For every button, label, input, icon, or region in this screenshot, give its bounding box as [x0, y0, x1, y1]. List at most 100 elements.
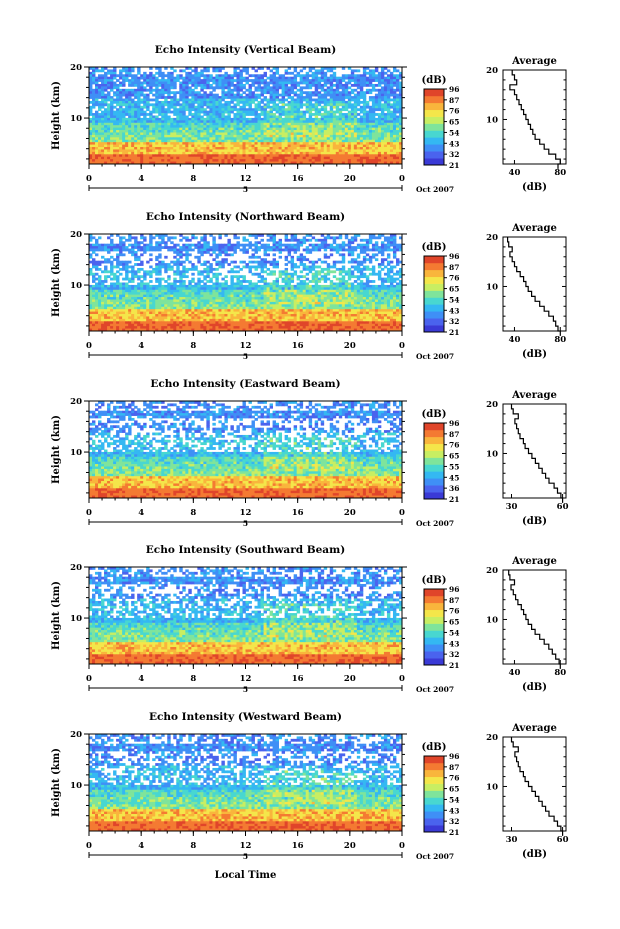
- heatmap-cell: [288, 103, 291, 106]
- heatmap-cell: [309, 116, 312, 119]
- heatmap-cell: [212, 108, 215, 111]
- heatmap-cell: [164, 159, 167, 162]
- heatmap-cell: [363, 145, 366, 148]
- heatmap-cell: [267, 239, 270, 242]
- heatmap-cell: [309, 130, 312, 133]
- heatmap-cell: [161, 140, 164, 143]
- heatmap-cell: [239, 89, 242, 92]
- heatmap-cell: [390, 280, 393, 283]
- heatmap-cell: [179, 154, 182, 157]
- heatmap-cell: [155, 258, 158, 261]
- colorbar-swatch: [424, 103, 444, 110]
- heatmap-cell: [390, 79, 393, 82]
- heatmap-cell: [336, 99, 339, 102]
- heatmap-cell: [173, 246, 176, 249]
- heatmap-cell: [107, 103, 110, 106]
- heatmap-cell: [363, 116, 366, 119]
- heatmap-cell: [369, 72, 372, 75]
- heatmap-cell: [387, 111, 390, 114]
- heatmap-cell: [191, 278, 194, 281]
- heatmap-cell: [306, 99, 309, 102]
- heatmap-cell: [206, 116, 209, 119]
- heatmap-cell: [348, 140, 351, 143]
- heatmap-cell: [276, 152, 279, 155]
- heatmap-cell: [372, 268, 375, 271]
- heatmap-cell: [387, 116, 390, 119]
- heatmap-cell: [200, 135, 203, 138]
- heatmap-cell: [387, 236, 390, 239]
- heatmap-cell: [167, 152, 170, 155]
- heatmap-cell: [357, 275, 360, 278]
- heatmap-cell: [218, 253, 221, 256]
- heatmap-cell: [116, 157, 119, 160]
- heatmap-cell: [282, 94, 285, 97]
- heatmap-cell: [215, 116, 218, 119]
- heatmap-cell: [158, 270, 161, 273]
- heatmap-cell: [258, 241, 261, 244]
- heatmap-cell: [149, 132, 152, 135]
- heatmap-cell: [249, 157, 252, 160]
- heatmap-cell: [92, 263, 95, 266]
- heatmap-cell: [288, 253, 291, 256]
- heatmap-cell: [125, 96, 128, 99]
- heatmap-cell: [372, 236, 375, 239]
- heatmap-cell: [179, 263, 182, 266]
- heatmap-cell: [134, 270, 137, 273]
- heatmap-cell: [236, 147, 239, 150]
- heatmap-cell: [176, 135, 179, 138]
- heatmap-cell: [167, 145, 170, 148]
- heatmap-cell: [212, 89, 215, 92]
- heatmap-cell: [116, 111, 119, 114]
- heatmap-cell: [122, 89, 125, 92]
- heatmap-cell: [89, 106, 92, 109]
- heatmap-cell: [146, 261, 149, 264]
- heatmap-cells: [89, 67, 402, 164]
- heatmap-cell: [273, 86, 276, 89]
- heatmap-cell: [375, 236, 378, 239]
- heatmap-cell: [246, 101, 249, 104]
- heatmap-cell: [384, 123, 387, 126]
- heatmap-cell: [300, 89, 303, 92]
- heatmap-cell: [387, 82, 390, 85]
- heatmap-cell: [176, 103, 179, 106]
- heatmap-cell: [125, 74, 128, 77]
- heatmap-cell: [230, 268, 233, 271]
- heatmap-cell: [170, 123, 173, 126]
- heatmap-cell: [89, 84, 92, 87]
- heatmap-cell: [185, 82, 188, 85]
- heatmap-cell: [372, 137, 375, 140]
- heatmap-cell: [209, 74, 212, 77]
- heatmap-cell: [276, 154, 279, 157]
- heatmap-cell: [345, 120, 348, 123]
- heatmap-cell: [110, 108, 113, 111]
- heatmap-cell: [224, 103, 227, 106]
- heatmap-cell: [339, 123, 342, 126]
- heatmap-cell: [98, 79, 101, 82]
- heatmap-cell: [137, 111, 140, 114]
- heatmap-cell: [372, 72, 375, 75]
- heatmap-cell: [122, 123, 125, 126]
- heatmap-cell: [104, 147, 107, 150]
- heatmap-cell: [357, 132, 360, 135]
- heatmap-cell: [116, 154, 119, 157]
- heatmap-cell: [95, 89, 98, 92]
- heatmap-cell: [203, 149, 206, 152]
- heatmap-cell: [279, 147, 282, 150]
- heatmap-cell: [357, 118, 360, 121]
- colorbar-tick-label: 96: [449, 85, 459, 94]
- heatmap-cell: [348, 159, 351, 162]
- heatmap-cell: [167, 82, 170, 85]
- heatmap-cell: [182, 280, 185, 283]
- heatmap-cell: [200, 263, 203, 266]
- heatmap-cell: [176, 253, 179, 256]
- heatmap-cell: [300, 101, 303, 104]
- heatmap-cell: [194, 74, 197, 77]
- heatmap-cell: [206, 280, 209, 283]
- heatmap-cell: [351, 270, 354, 273]
- heatmap-cell: [215, 154, 218, 157]
- heatmap-cell: [95, 125, 98, 128]
- heatmap-cell: [369, 239, 372, 242]
- heatmap-cell: [378, 270, 381, 273]
- heatmap-cell: [252, 96, 255, 99]
- heatmap-cell: [357, 86, 360, 89]
